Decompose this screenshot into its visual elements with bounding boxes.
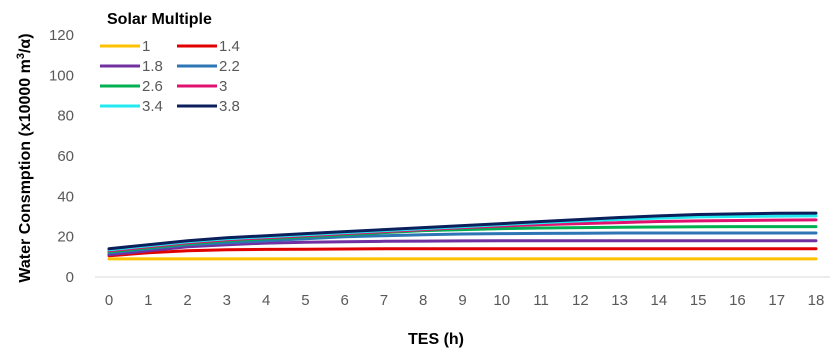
series-line-2.2 — [107, 231, 818, 255]
y-tick-label: 40 — [57, 188, 74, 205]
series-layer — [107, 211, 818, 261]
y-tick-label: 60 — [57, 148, 74, 165]
x-tick-label: 15 — [690, 292, 707, 309]
legend-label-2.6: 2.6 — [142, 78, 163, 95]
series-line-1.8 — [107, 239, 818, 257]
x-tick-label: 16 — [729, 292, 746, 309]
legend-label-3: 3 — [219, 78, 227, 95]
x-tick-label: 11 — [533, 292, 549, 309]
y-axis-title-main: Water Consmption (x10000 m — [17, 59, 34, 282]
x-tick-label: 13 — [611, 292, 628, 309]
legend-label-1.8: 1.8 — [142, 58, 163, 75]
y-tick-label: 20 — [57, 229, 74, 246]
x-tick-label: 14 — [651, 292, 668, 309]
legend-label-3.4: 3.4 — [142, 98, 163, 115]
legend-label-1: 1 — [142, 38, 150, 55]
x-tick-label: 4 — [262, 292, 270, 309]
y-axis-title: Water Consmption (x10000 m3/α) — [15, 33, 34, 282]
x-tick-label: 10 — [493, 292, 510, 309]
legend-title: Solar Multiple — [107, 11, 212, 28]
x-tick-label: 1 — [144, 292, 152, 309]
legend-label-1.4: 1.4 — [219, 38, 240, 55]
series-line-3.8 — [107, 211, 818, 251]
x-axis-title: TES (h) — [408, 331, 464, 348]
x-tick-label: 0 — [105, 292, 113, 309]
x-tick-label: 9 — [458, 292, 466, 309]
x-tick-label: 5 — [301, 292, 309, 309]
x-tick-label: 3 — [223, 292, 231, 309]
y-tick-label: 120 — [49, 27, 74, 44]
y-axis-title-end: /α) — [17, 33, 34, 53]
x-tick-label: 12 — [572, 292, 589, 309]
legend-label-2.2: 2.2 — [219, 58, 240, 75]
y-tick-label: 80 — [57, 108, 74, 125]
x-tick-label: 7 — [380, 292, 388, 309]
y-tick-label: 0 — [66, 269, 74, 286]
x-tick-label: 18 — [808, 292, 825, 309]
series-line-1.4 — [107, 247, 818, 258]
y-tick-label: 100 — [49, 67, 74, 84]
x-tick-label: 17 — [768, 292, 785, 309]
y-axis-title-superscript: 3 — [15, 53, 27, 59]
legend-label-3.8: 3.8 — [219, 98, 240, 115]
x-tick-label: 6 — [340, 292, 348, 309]
x-tick-label: 8 — [419, 292, 427, 309]
legend: Solar Multiple 1 1.4 1.8 2.2 2.6 3 3.4 3.8 — [100, 11, 240, 115]
x-tick-label: 2 — [183, 292, 191, 309]
